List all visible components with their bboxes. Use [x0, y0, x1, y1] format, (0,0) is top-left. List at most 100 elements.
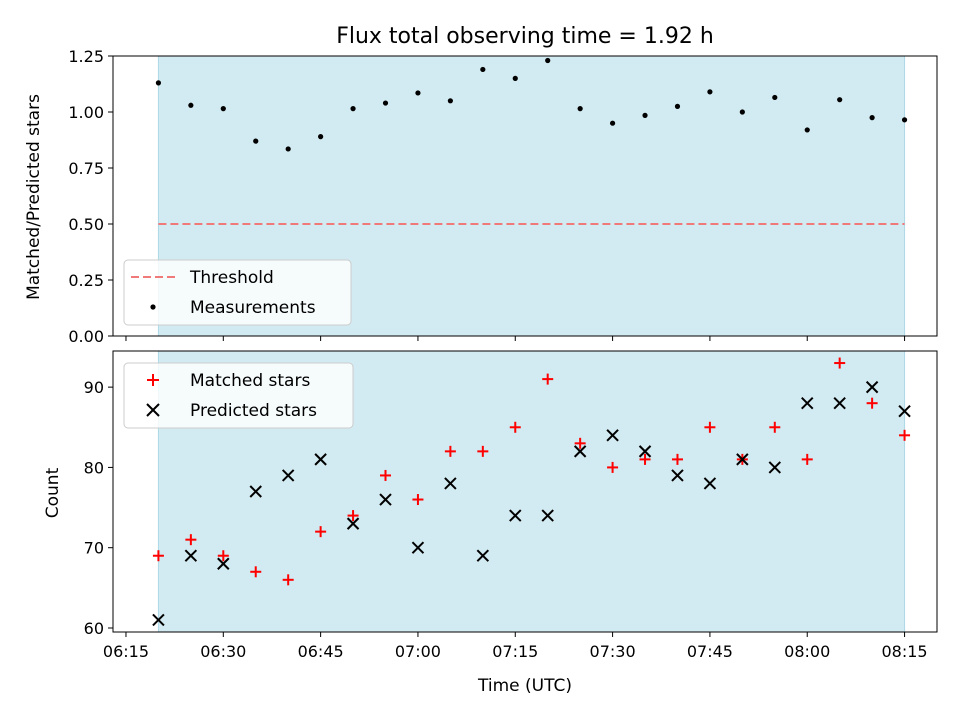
matched-star-point — [477, 445, 489, 457]
measurement-point — [545, 57, 551, 64]
predicted-star-point — [476, 549, 490, 562]
matched-star-point — [866, 397, 878, 409]
matched-star-point — [607, 461, 619, 473]
matched-star-point — [412, 494, 424, 506]
y-tick-label: 0.50 — [68, 215, 104, 234]
top-panel: 0.00 0.25 0.50 0.75 1.00 1.25 Flux total obse… — [24, 24, 938, 346]
predicted-star-point — [314, 453, 327, 466]
measurement-point — [318, 134, 324, 140]
matched-star-point — [185, 534, 197, 546]
matched-star-point — [574, 437, 586, 449]
predicted-star-point — [346, 517, 360, 530]
x-tick-label: 08:00 — [784, 642, 830, 661]
measurements-legend-swatch — [150, 304, 156, 310]
matched-star-point — [315, 526, 327, 538]
predicted-star-point — [217, 557, 230, 570]
x-tick-label: 06:15 — [103, 642, 149, 661]
measurement-point — [415, 90, 421, 96]
measurement-point — [512, 75, 518, 81]
predicted-star-point — [865, 380, 879, 394]
measurement-point — [772, 94, 778, 101]
measurement-point — [285, 146, 291, 152]
measurement-point — [155, 80, 162, 86]
measurements-legend-label: Measurements — [190, 298, 316, 318]
matched-star-point — [769, 421, 781, 433]
predicted-star-point — [379, 493, 392, 506]
matched-star-point — [542, 373, 554, 385]
predicted-star-point — [606, 429, 619, 442]
matched-star-point — [509, 421, 521, 433]
measurement-point — [447, 98, 453, 104]
x-tick-label: 07:30 — [590, 642, 636, 661]
measurement-point — [642, 112, 648, 118]
matched-star-point — [250, 566, 262, 578]
predicted-star-point — [898, 405, 911, 418]
matched-star-point — [347, 510, 359, 522]
predicted-star-point — [541, 509, 554, 522]
matched-legend-swatch — [147, 374, 159, 386]
matched-legend-label: Matched stars — [190, 371, 310, 391]
matched-star-point — [282, 574, 294, 586]
matched-star-point — [899, 429, 911, 441]
predicted-star-point — [768, 461, 782, 474]
predicted-star-point — [184, 549, 198, 562]
predicted-star-point — [638, 445, 652, 458]
predicted-star-point — [671, 469, 684, 482]
predicted-star-point — [573, 445, 587, 458]
y-tick-label: 0.25 — [68, 271, 104, 290]
x-tick-label: 07:45 — [687, 642, 733, 661]
top-legend-box — [123, 259, 352, 326]
measurement-point — [253, 138, 259, 144]
matched-star-point — [801, 453, 813, 465]
x-tick-label: 08:15 — [882, 642, 928, 661]
predicted-legend-label: Predicted stars — [190, 401, 317, 421]
measurement-point — [804, 127, 810, 133]
predicted-star-point — [736, 453, 749, 466]
bottom-legend-box — [123, 362, 354, 429]
bottom-legend: Matched stars Predicted stars — [123, 362, 354, 429]
measurement-point — [837, 97, 843, 103]
threshold-legend-label: Threshold — [189, 268, 274, 288]
x-tick-label: 06:30 — [200, 642, 246, 661]
y-tick-label: 0.75 — [68, 159, 104, 178]
y-tick-label: 60 — [84, 619, 104, 638]
predicted-star-point — [833, 396, 846, 410]
y-tick-label: 80 — [84, 458, 104, 477]
matched-star-point — [380, 469, 392, 481]
matched-star-point — [217, 550, 229, 562]
chart-title: Flux total observing time = 1.92 h — [336, 24, 714, 49]
matched-star-point — [639, 453, 651, 465]
predicted-star-point — [411, 541, 425, 554]
predicted-star-point — [703, 477, 717, 490]
y-tick-label: 1.25 — [68, 47, 104, 66]
measurement-point — [609, 120, 616, 126]
bottom-panel: 60 70 80 90 06:15 06:30 06:45 07:00 07:15 07:30 0… — [43, 350, 938, 696]
predicted-legend-swatch — [146, 403, 160, 417]
measurement-point — [674, 103, 681, 109]
x-axis-label: Time (UTC) — [477, 676, 572, 696]
measurement-point — [480, 66, 486, 73]
predicted-star-point — [281, 469, 295, 482]
top-y-axis-label: Matched/Predicted stars — [24, 94, 44, 300]
matched-star-point — [834, 357, 846, 369]
top-legend: Threshold Measurements — [123, 259, 352, 326]
measurement-point — [901, 117, 908, 123]
measurement-point — [188, 102, 194, 108]
matched-star-point — [152, 550, 164, 562]
predicted-star-point — [249, 485, 262, 498]
x-tick-label: 07:15 — [492, 642, 538, 661]
matched-star-point — [704, 421, 716, 433]
measurement-point — [739, 109, 745, 115]
matched-star-point — [671, 453, 683, 465]
measurement-point — [382, 100, 389, 106]
measurement-point — [707, 89, 713, 95]
predicted-star-point — [444, 477, 457, 490]
predicted-star-point — [152, 613, 165, 627]
y-tick-label: 0.00 — [68, 327, 104, 346]
predicted-star-point — [801, 396, 814, 410]
y-tick-label: 1.00 — [68, 103, 104, 122]
matched-star-point — [444, 445, 456, 457]
measurement-point — [350, 106, 356, 112]
measurement-point — [220, 106, 226, 112]
top-axes-frame — [112, 55, 938, 337]
